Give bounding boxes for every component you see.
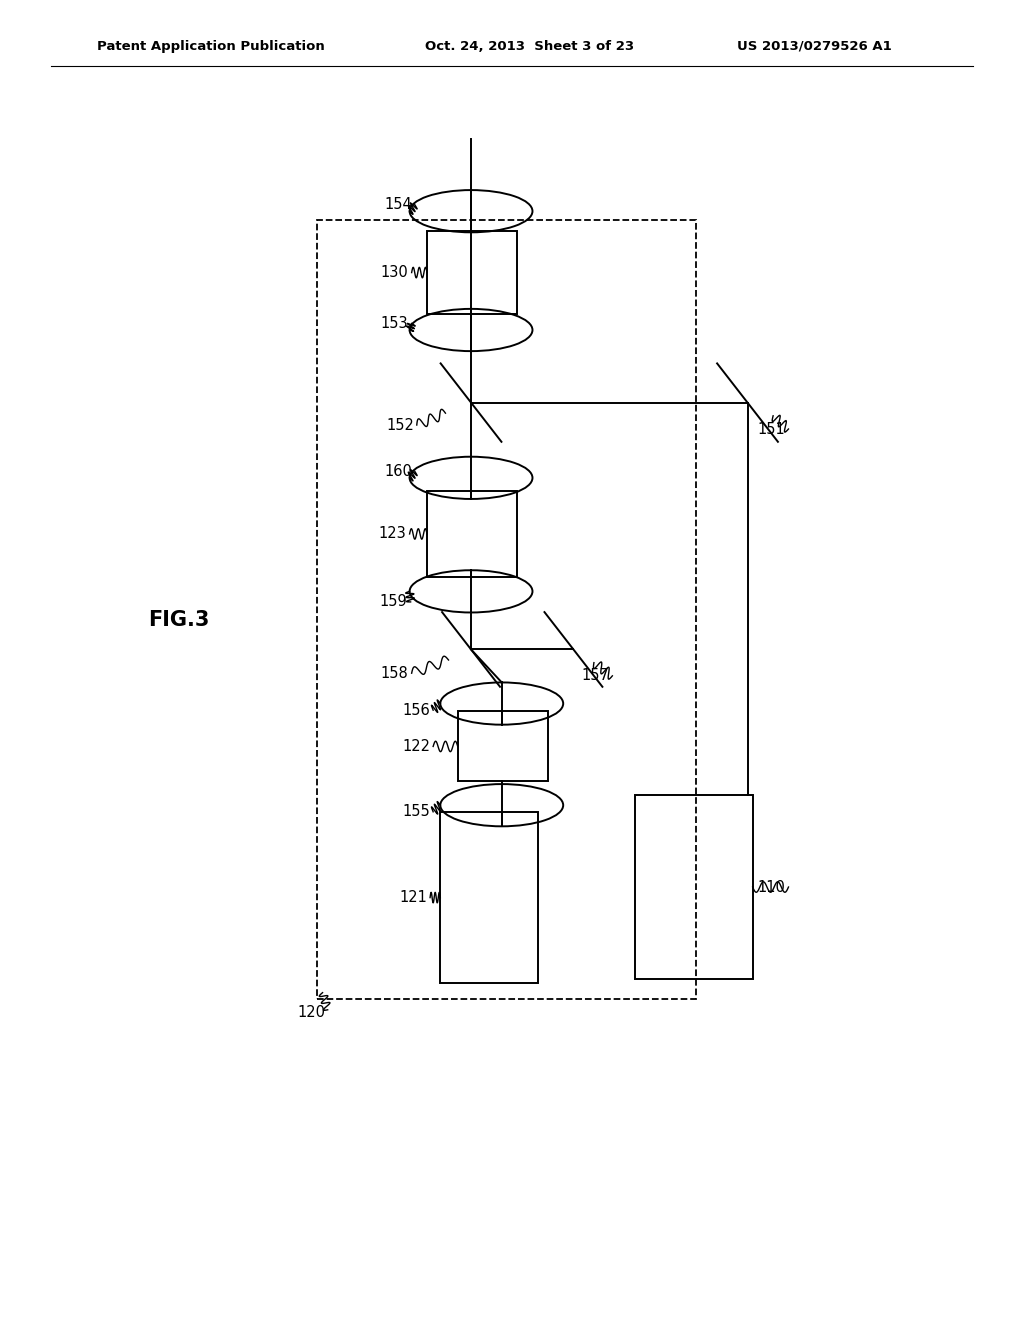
Bar	[427, 491, 517, 577]
Text: 123: 123	[379, 527, 407, 541]
Text: FIG.3: FIG.3	[148, 610, 210, 631]
Text: 153: 153	[381, 315, 409, 331]
Text: 152: 152	[386, 417, 414, 433]
Text: US 2013/0279526 A1: US 2013/0279526 A1	[737, 40, 892, 53]
Bar	[440, 812, 538, 983]
Text: 159: 159	[380, 594, 408, 610]
Text: 154: 154	[384, 197, 412, 213]
Text: 156: 156	[402, 702, 430, 718]
Text: 121: 121	[399, 890, 427, 906]
Bar	[317, 220, 696, 999]
Text: Oct. 24, 2013  Sheet 3 of 23: Oct. 24, 2013 Sheet 3 of 23	[425, 40, 634, 53]
Text: 130: 130	[381, 265, 409, 280]
Bar	[427, 231, 517, 314]
Text: 155: 155	[402, 804, 430, 820]
Text: Patent Application Publication: Patent Application Publication	[97, 40, 325, 53]
Text: 151: 151	[758, 421, 785, 437]
Text: 158: 158	[381, 665, 409, 681]
Text: 110: 110	[758, 879, 785, 895]
Bar	[635, 795, 753, 979]
Text: 120: 120	[297, 1005, 325, 1020]
Text: 157: 157	[582, 668, 609, 684]
Text: 160: 160	[384, 463, 412, 479]
Bar	[458, 711, 548, 781]
Text: 122: 122	[402, 739, 430, 754]
